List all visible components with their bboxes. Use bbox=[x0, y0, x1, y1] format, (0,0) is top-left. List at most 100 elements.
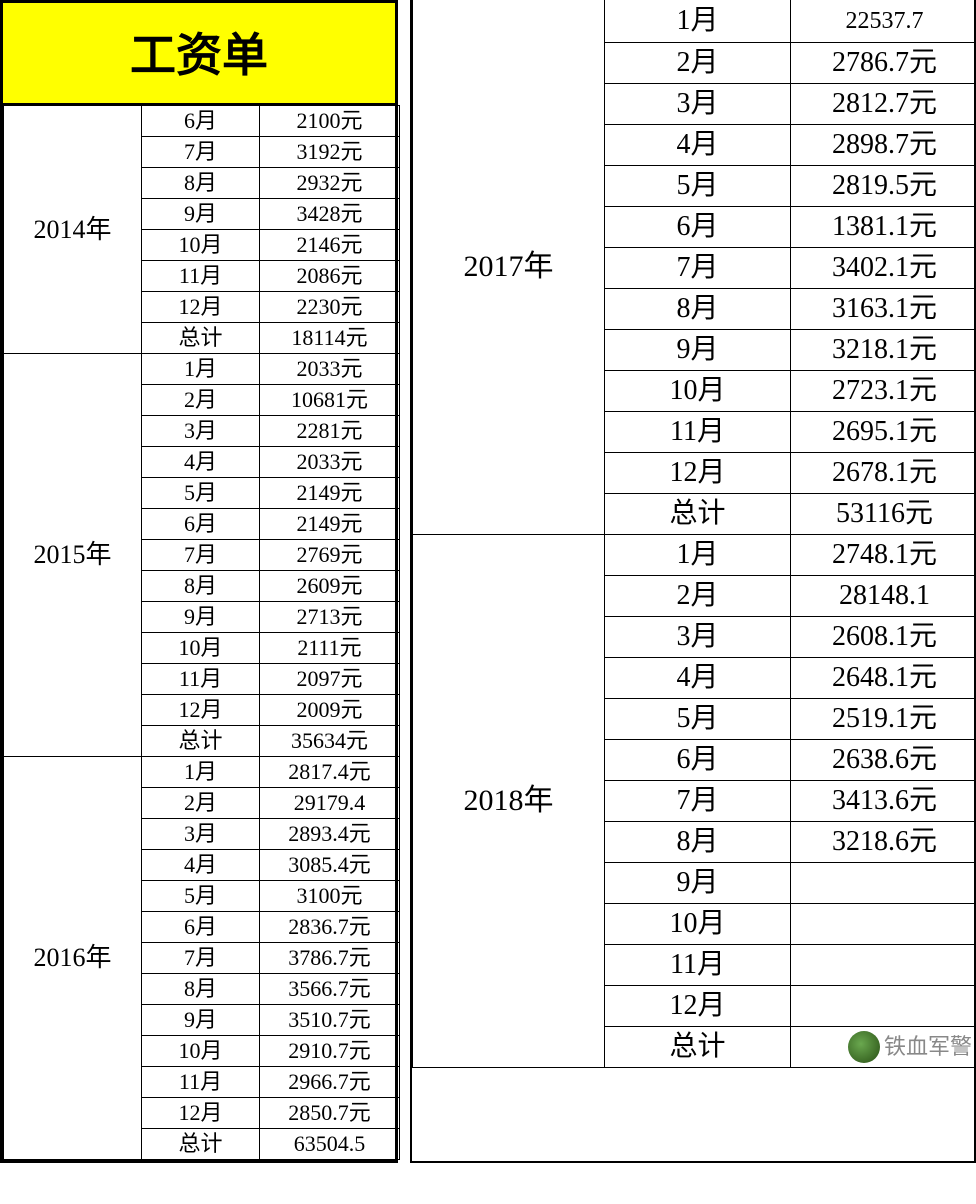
table-row: 2017年1月22537.7 bbox=[413, 0, 976, 43]
amount-cell: 28148.1 bbox=[791, 576, 976, 617]
amount-cell: 2149元 bbox=[260, 478, 400, 509]
amount-cell: 2648.1元 bbox=[791, 658, 976, 699]
month-cell: 12月 bbox=[605, 453, 791, 494]
amount-cell: 2932元 bbox=[260, 168, 400, 199]
amount-cell: 2966.7元 bbox=[260, 1067, 400, 1098]
month-cell: 5月 bbox=[605, 166, 791, 207]
month-cell: 11月 bbox=[142, 261, 260, 292]
amount-cell: 2519.1元 bbox=[791, 699, 976, 740]
month-cell: 12月 bbox=[142, 1098, 260, 1129]
amount-cell: 2819.5元 bbox=[791, 166, 976, 207]
year-cell: 2016年 bbox=[4, 757, 142, 1160]
amount-cell: 2111元 bbox=[260, 633, 400, 664]
payroll-container: 工资单 2014年6月2100元7月3192元8月2932元9月3428元10月… bbox=[0, 0, 976, 1163]
amount-cell: 1381.1元 bbox=[791, 207, 976, 248]
month-cell: 7月 bbox=[605, 248, 791, 289]
amount-cell: 63504.5 bbox=[260, 1129, 400, 1160]
year-cell: 2014年 bbox=[4, 106, 142, 354]
year-cell: 2017年 bbox=[413, 0, 605, 535]
month-cell: 5月 bbox=[605, 699, 791, 740]
year-cell: 2015年 bbox=[4, 354, 142, 757]
month-cell: 10月 bbox=[142, 230, 260, 261]
right-table: 2017年1月22537.72月2786.7元3月2812.7元4月2898.7… bbox=[412, 0, 976, 1068]
amount-cell: 2910.7元 bbox=[260, 1036, 400, 1067]
amount-cell: 2230元 bbox=[260, 292, 400, 323]
amount-cell: 3100元 bbox=[260, 881, 400, 912]
year-cell: 2018年 bbox=[413, 535, 605, 1068]
month-cell: 6月 bbox=[142, 912, 260, 943]
amount-cell: 2097元 bbox=[260, 664, 400, 695]
right-panel: 2017年1月22537.72月2786.7元3月2812.7元4月2898.7… bbox=[410, 0, 976, 1163]
amount-cell: 22537.7 bbox=[791, 0, 976, 43]
month-cell: 1月 bbox=[142, 757, 260, 788]
table-row: 2014年6月2100元 bbox=[4, 106, 400, 137]
amount-cell: 3413.6元 bbox=[791, 781, 976, 822]
month-cell: 2月 bbox=[605, 43, 791, 84]
amount-cell: 10681元 bbox=[260, 385, 400, 416]
amount-cell: 3428元 bbox=[260, 199, 400, 230]
month-cell: 10月 bbox=[142, 633, 260, 664]
month-cell: 3月 bbox=[605, 617, 791, 658]
month-cell: 7月 bbox=[605, 781, 791, 822]
amount-cell: 29179.4 bbox=[260, 788, 400, 819]
amount-cell: 3163.1元 bbox=[791, 289, 976, 330]
month-cell: 3月 bbox=[605, 84, 791, 125]
month-cell: 8月 bbox=[142, 974, 260, 1005]
amount-cell: 2678.1元 bbox=[791, 453, 976, 494]
month-cell: 9月 bbox=[142, 1005, 260, 1036]
month-cell: 总计 bbox=[142, 726, 260, 757]
month-cell: 2月 bbox=[605, 576, 791, 617]
amount-cell: 3510.7元 bbox=[260, 1005, 400, 1036]
month-cell: 8月 bbox=[142, 571, 260, 602]
amount-cell: 3192元 bbox=[260, 137, 400, 168]
month-cell: 总计 bbox=[605, 1027, 791, 1068]
amount-cell bbox=[791, 986, 976, 1027]
amount-cell bbox=[791, 945, 976, 986]
month-cell: 1月 bbox=[142, 354, 260, 385]
amount-cell: 2786.7元 bbox=[791, 43, 976, 84]
amount-cell: 2146元 bbox=[260, 230, 400, 261]
amount-cell: 3085.4元 bbox=[260, 850, 400, 881]
amount-cell: 2898.7元 bbox=[791, 125, 976, 166]
month-cell: 4月 bbox=[142, 447, 260, 478]
month-cell: 8月 bbox=[605, 289, 791, 330]
month-cell: 4月 bbox=[605, 658, 791, 699]
month-cell: 10月 bbox=[605, 904, 791, 945]
month-cell: 11月 bbox=[605, 945, 791, 986]
watermark-text: 铁血军警 bbox=[884, 1036, 972, 1058]
title-bar: 工资单 bbox=[3, 3, 395, 105]
month-cell: 6月 bbox=[142, 509, 260, 540]
month-cell: 1月 bbox=[605, 0, 791, 43]
amount-cell: 2638.6元 bbox=[791, 740, 976, 781]
amount-cell: 2609元 bbox=[260, 571, 400, 602]
month-cell: 6月 bbox=[605, 740, 791, 781]
month-cell: 12月 bbox=[142, 695, 260, 726]
month-cell: 1月 bbox=[605, 535, 791, 576]
amount-cell: 2769元 bbox=[260, 540, 400, 571]
month-cell: 2月 bbox=[142, 385, 260, 416]
amount-cell: 3218.1元 bbox=[791, 330, 976, 371]
amount-cell: 2281元 bbox=[260, 416, 400, 447]
amount-cell: 2086元 bbox=[260, 261, 400, 292]
amount-cell: 2893.4元 bbox=[260, 819, 400, 850]
month-cell: 总计 bbox=[142, 1129, 260, 1160]
amount-cell bbox=[791, 863, 976, 904]
left-table: 2014年6月2100元7月3192元8月2932元9月3428元10月2146… bbox=[3, 105, 400, 1160]
amount-cell: 3402.1元 bbox=[791, 248, 976, 289]
month-cell: 9月 bbox=[142, 602, 260, 633]
month-cell: 7月 bbox=[142, 943, 260, 974]
amount-cell: 2723.1元 bbox=[791, 371, 976, 412]
table-row: 2018年1月2748.1元 bbox=[413, 535, 976, 576]
amount-cell: 35634元 bbox=[260, 726, 400, 757]
month-cell: 9月 bbox=[605, 863, 791, 904]
month-cell: 10月 bbox=[142, 1036, 260, 1067]
amount-cell: 2748.1元 bbox=[791, 535, 976, 576]
amount-cell: 2608.1元 bbox=[791, 617, 976, 658]
amount-cell: 2850.7元 bbox=[260, 1098, 400, 1129]
month-cell: 12月 bbox=[142, 292, 260, 323]
month-cell: 11月 bbox=[605, 412, 791, 453]
month-cell: 7月 bbox=[142, 137, 260, 168]
amount-cell: 2100元 bbox=[260, 106, 400, 137]
month-cell: 12月 bbox=[605, 986, 791, 1027]
amount-cell: 2817.4元 bbox=[260, 757, 400, 788]
